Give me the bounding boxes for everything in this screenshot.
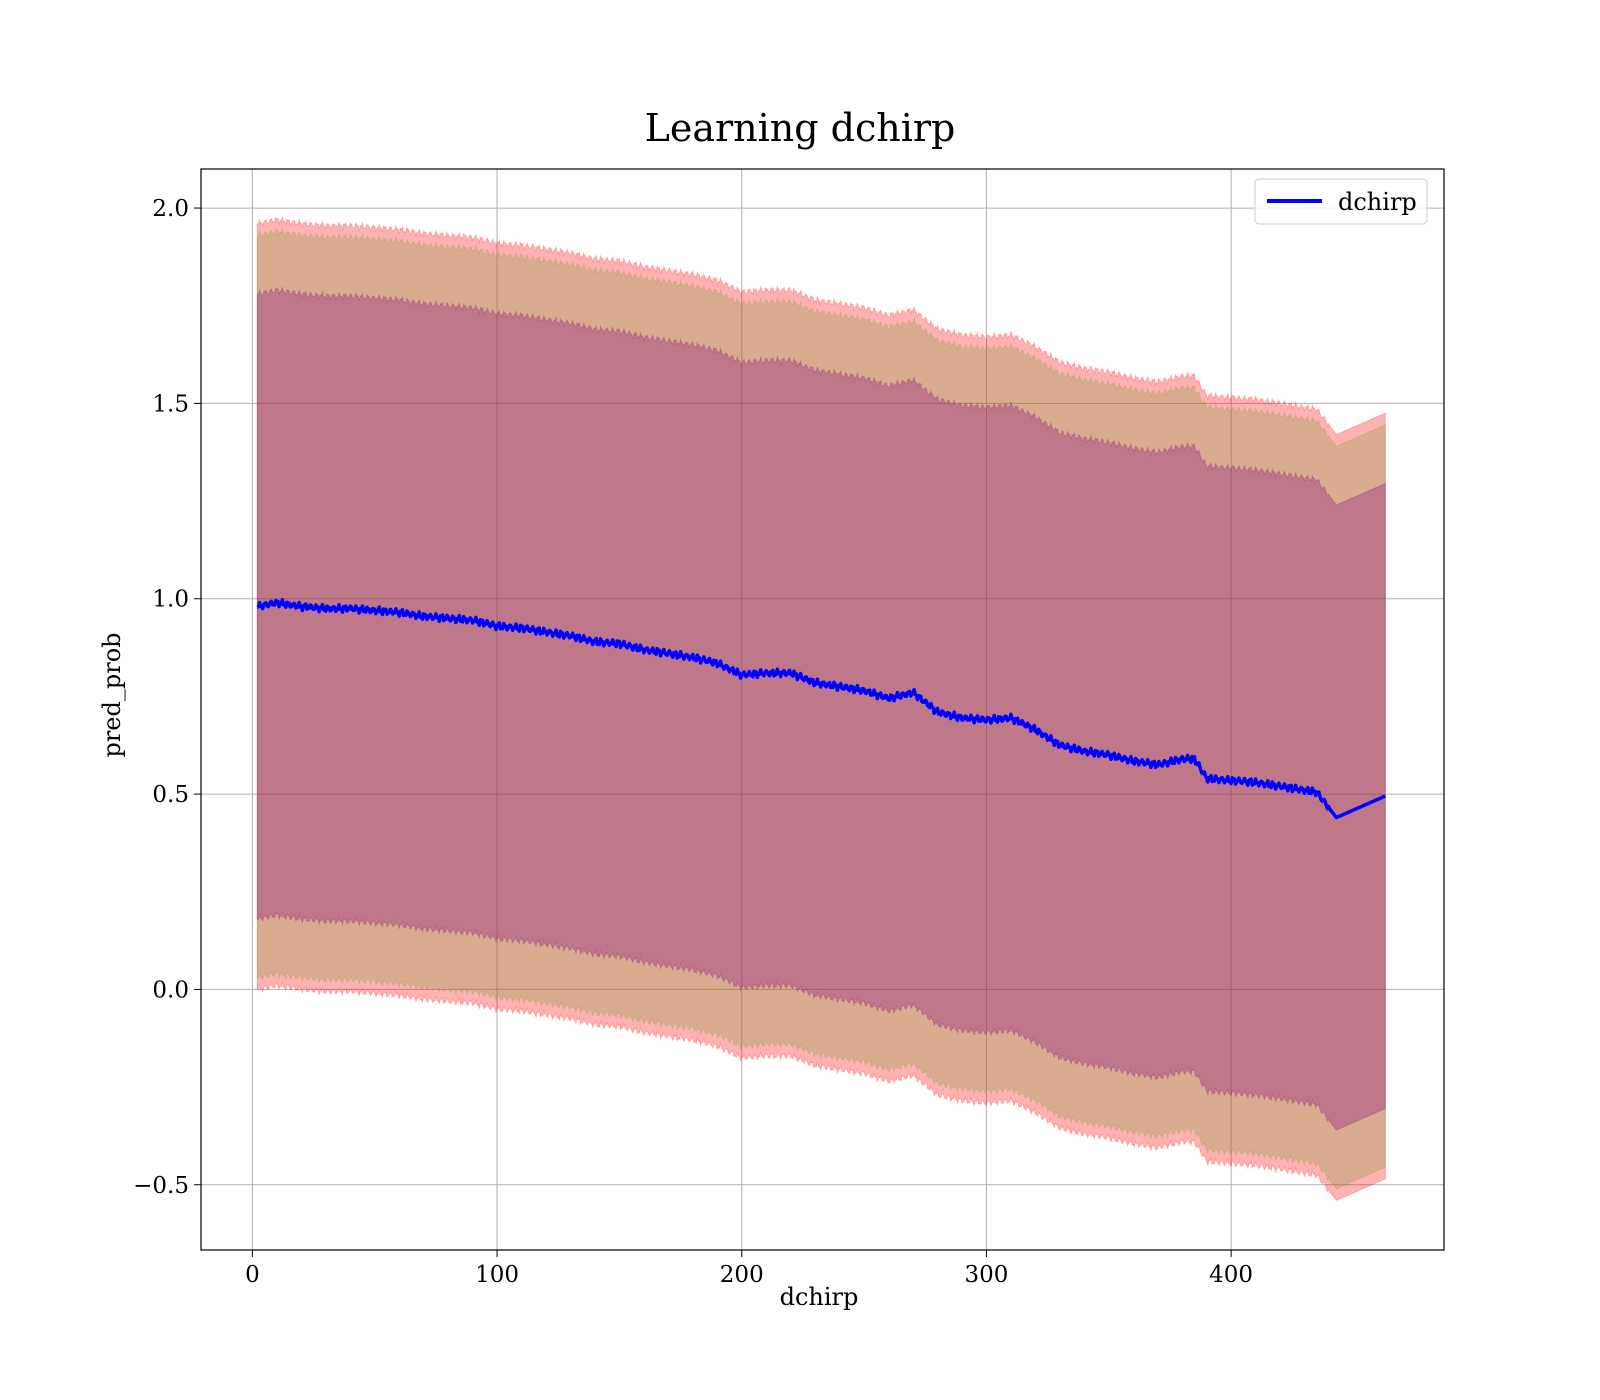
y-axis-label: pred_prob [98, 632, 126, 757]
series-line-dchirp [256, 597, 1387, 820]
x-tick-label-2: 200 [720, 1262, 764, 1288]
x-tick-label-0: 0 [245, 1262, 260, 1288]
y-tick-label-3: 1.0 [152, 587, 189, 613]
plot-area: 0 100 200 300 400 −0.5 0.0 0.5 1.0 1.5 2.0 [133, 168, 1445, 1288]
legend-box [1254, 178, 1428, 225]
y-tick-label-0: −0.5 [133, 1173, 189, 1199]
chart-title: Learning dchirp [645, 106, 956, 150]
confidence-band-1 [256, 228, 1386, 1190]
confidence-band-2 [256, 286, 1386, 1131]
x-tick-label-4: 400 [1209, 1262, 1253, 1288]
x-axis-label: dchirp [780, 1283, 859, 1311]
x-tick-label-1: 100 [475, 1262, 519, 1288]
y-tick-label-4: 1.5 [152, 391, 189, 417]
confidence-band-0 [256, 216, 1386, 1202]
legend: dchirp [1254, 178, 1428, 225]
y-tick-label-1: 0.0 [152, 977, 189, 1003]
legend-label: dchirp [1338, 188, 1417, 216]
plot-frame [200, 168, 1445, 1251]
y-tick-label-5: 2.0 [152, 196, 189, 222]
x-tick-label-3: 300 [964, 1262, 1008, 1288]
y-tick-label-2: 0.5 [152, 782, 189, 808]
